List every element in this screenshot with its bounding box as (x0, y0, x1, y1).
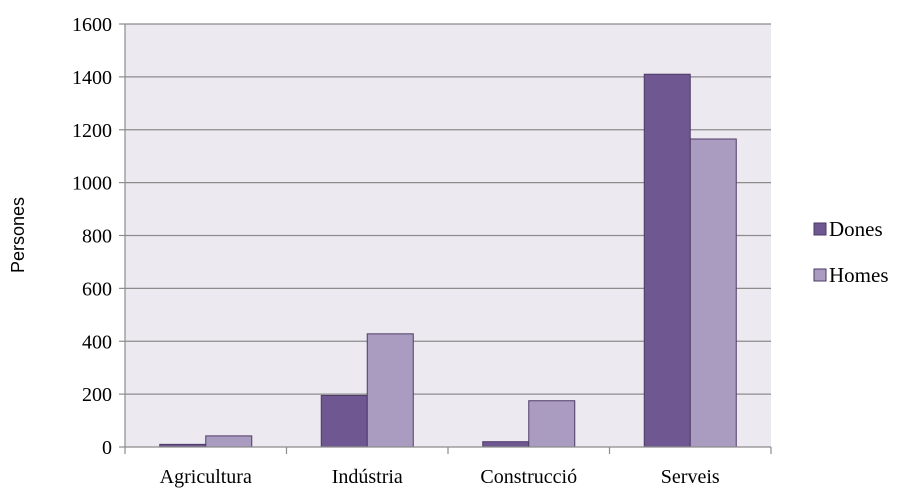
y-axis-ticks: 0 200 400 600 800 1000 1200 1400 1600 (72, 14, 125, 459)
bar-dones-4 (643, 73, 691, 448)
bar-homes-4 (689, 138, 737, 448)
y-tick-label: 1000 (72, 173, 112, 195)
legend-swatch-homes (813, 268, 827, 282)
y-tick-label: 600 (82, 278, 112, 300)
legend-label-dones: Dones (829, 217, 883, 241)
bar-dones-3 (482, 441, 530, 448)
x-tick-label: Serveis (661, 466, 720, 488)
bar-homes-1 (205, 435, 253, 448)
legend-swatch-dones (813, 222, 827, 236)
y-tick-label: 400 (82, 331, 112, 353)
x-tick-label: Construcció (480, 466, 577, 488)
y-tick-label: 800 (82, 226, 112, 248)
y-tick-label: 200 (82, 384, 112, 406)
bar-homes-3 (528, 400, 576, 448)
y-tick-label: 0 (102, 437, 112, 459)
x-tick-label: Indústria (332, 466, 403, 488)
y-tick-label: 1600 (72, 14, 112, 36)
legend-label-homes: Homes (829, 263, 889, 287)
bar-homes-2 (366, 333, 414, 448)
x-tick-label: Agricultura (160, 466, 252, 488)
legend: Dones Homes (813, 217, 889, 287)
y-tick-label: 1200 (72, 120, 112, 142)
y-tick-label: 1400 (72, 67, 112, 89)
y-axis-title: Persones (8, 197, 28, 273)
x-axis-ticks: Agricultura Indústria Construcció Serveis (124, 447, 772, 488)
bar-dones-2 (320, 394, 368, 448)
